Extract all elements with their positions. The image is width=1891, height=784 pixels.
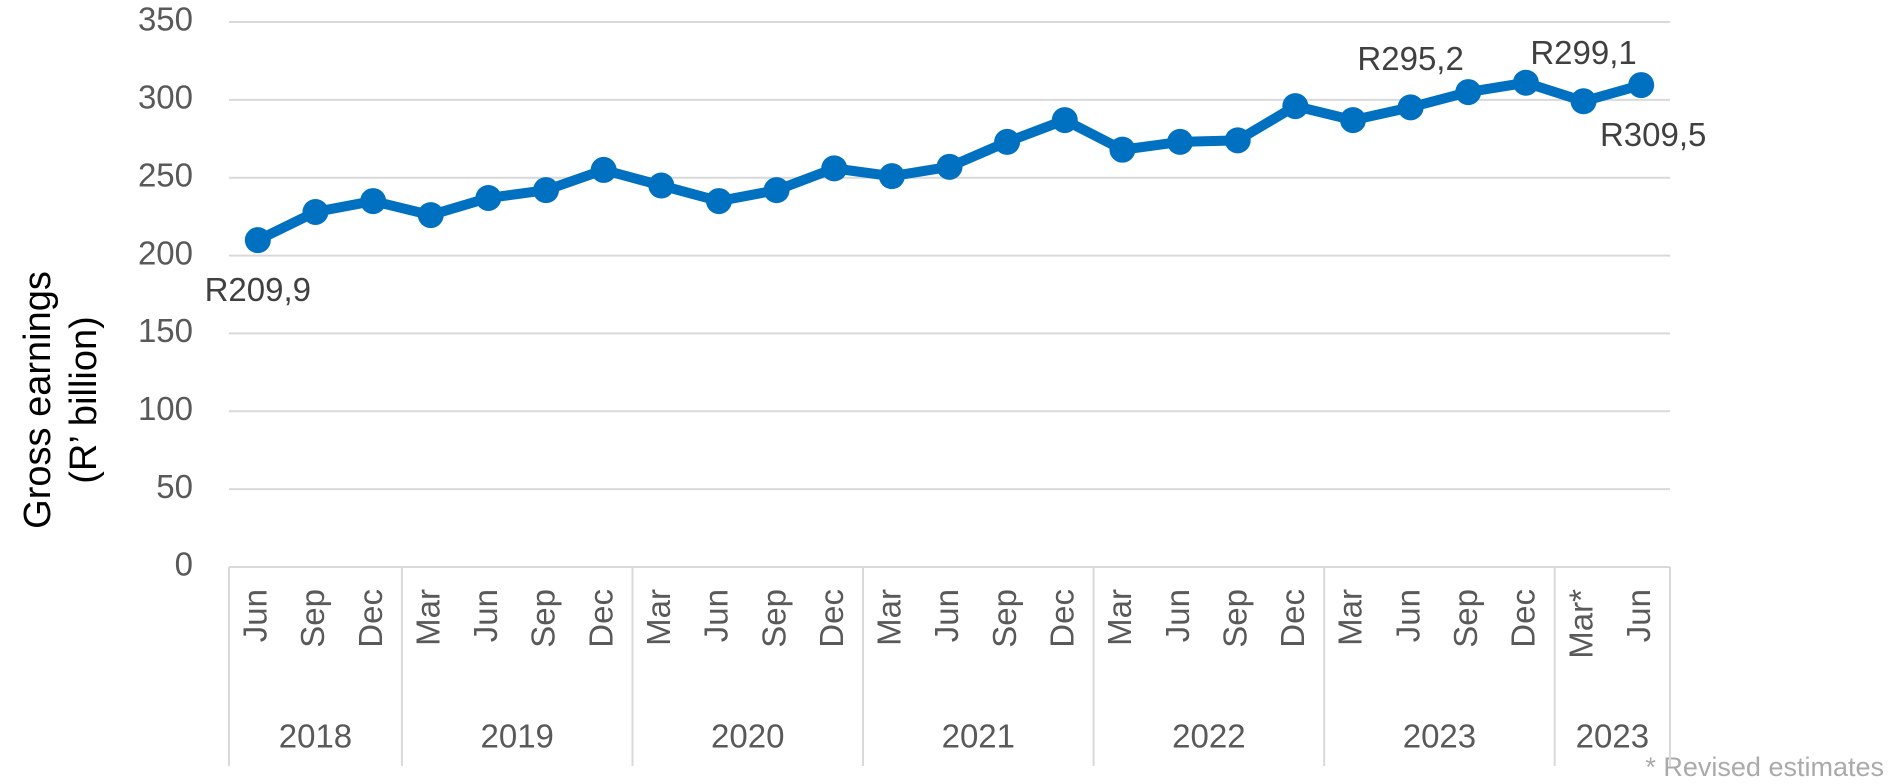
marker <box>1282 93 1309 120</box>
y-tick-label: 300 <box>138 79 193 116</box>
marker <box>1397 94 1424 121</box>
x-tick-label: Sep <box>755 589 792 648</box>
y-tick-label: 150 <box>138 312 193 349</box>
x-tick-label: Dec <box>1505 589 1542 648</box>
x-tick-label: Mar* <box>1562 589 1599 659</box>
marker <box>475 184 502 211</box>
group-label: 2023 <box>1403 718 1476 755</box>
x-tick-label: Jun <box>928 589 965 642</box>
x-tick-label: Jun <box>698 589 735 642</box>
marker <box>1109 136 1136 163</box>
x-tick-label: Dec <box>352 589 389 648</box>
marker <box>1339 107 1366 134</box>
x-tick-label: Mar <box>640 589 677 646</box>
marker <box>763 177 790 204</box>
marker <box>1512 69 1539 96</box>
x-tick-label: Sep <box>986 589 1023 648</box>
x-tick-label: Jun <box>1389 589 1426 642</box>
x-tick-label: Jun <box>1620 589 1657 642</box>
x-tick-label: Mar <box>871 589 908 646</box>
x-tick-label: Mar <box>409 589 446 646</box>
x-tick-label: Dec <box>1043 589 1080 648</box>
marker <box>1224 127 1251 154</box>
group-label: 2019 <box>480 718 553 755</box>
footnote: * Revised estimates <box>1645 752 1884 782</box>
marker <box>821 155 848 182</box>
marker <box>360 188 387 215</box>
x-tick-label: Dec <box>813 589 850 648</box>
y-tick-label: 0 <box>175 546 193 583</box>
group-label: 2021 <box>942 718 1015 755</box>
data-label: R295,2 <box>1357 40 1463 77</box>
data-label: R299,1 <box>1530 34 1636 71</box>
data-label: R209,9 <box>205 271 311 308</box>
y-axis-label: (R’ billion) <box>63 316 105 484</box>
marker <box>994 128 1021 155</box>
marker <box>1455 79 1482 106</box>
marker <box>590 156 617 183</box>
marker <box>533 177 560 204</box>
marker <box>1051 107 1078 134</box>
x-tick-label: Mar <box>1332 589 1369 646</box>
group-label: 2023 <box>1576 718 1649 755</box>
marker <box>878 163 905 190</box>
data-label: R309,5 <box>1600 116 1706 153</box>
marker <box>936 153 963 180</box>
marker <box>705 188 732 215</box>
x-tick-label: Dec <box>582 589 619 648</box>
x-tick-label: Mar <box>1101 589 1138 646</box>
y-tick-label: 350 <box>138 1 193 38</box>
group-label: 2018 <box>279 718 352 755</box>
y-tick-label: 250 <box>138 156 193 193</box>
x-tick-label: Dec <box>1274 589 1311 648</box>
x-tick-label: Jun <box>1159 589 1196 642</box>
x-tick-label: Jun <box>467 589 504 642</box>
x-tick-label: Sep <box>1216 589 1253 648</box>
y-axis-label: Gross earnings <box>17 271 59 529</box>
y-tick-label: 200 <box>138 234 193 271</box>
y-tick-label: 100 <box>138 390 193 427</box>
marker <box>302 198 329 225</box>
marker <box>417 202 444 229</box>
marker <box>1570 88 1597 115</box>
x-tick-label: Sep <box>294 589 331 648</box>
x-tick-label: Sep <box>1447 589 1484 648</box>
marker <box>244 227 271 254</box>
marker <box>1167 128 1194 155</box>
group-label: 2020 <box>711 718 784 755</box>
x-tick-label: Jun <box>237 589 274 642</box>
marker <box>1628 72 1655 99</box>
group-label: 2022 <box>1172 718 1245 755</box>
marker <box>648 172 675 199</box>
y-tick-label: 50 <box>156 468 193 505</box>
x-tick-label: Sep <box>525 589 562 648</box>
